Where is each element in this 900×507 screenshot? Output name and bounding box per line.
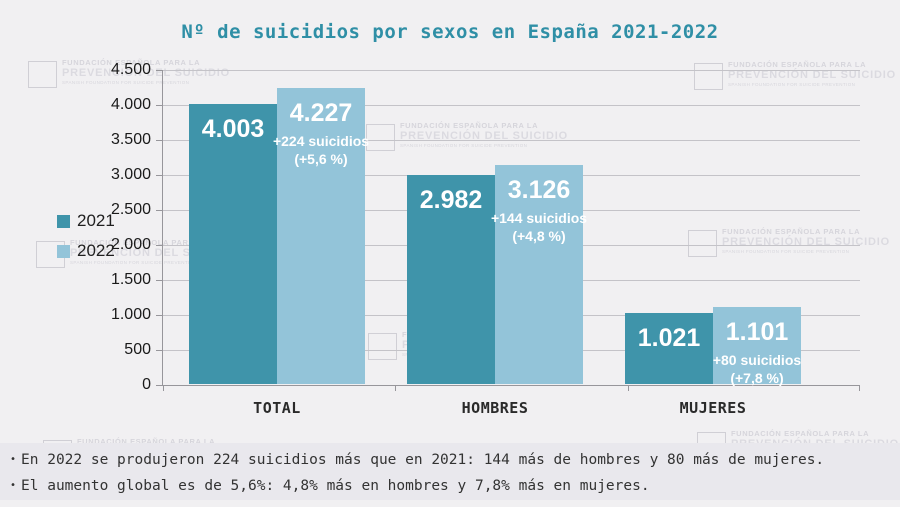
y-axis-label: 3.000 xyxy=(110,166,151,183)
bar-2021-mujeres: 1.021 xyxy=(625,312,713,384)
watermark-line1: FUNDACIÓN ESPAÑOLA PARA LA xyxy=(70,238,209,247)
y-axis-label: 4.000 xyxy=(110,96,151,113)
watermark-line2: PREVENCIÓN DEL SUICIDIO xyxy=(400,130,568,142)
legend-label-2021: 2021 xyxy=(77,211,115,230)
bar-value-label: 1.021 xyxy=(637,323,701,352)
y-axis-tick xyxy=(156,245,163,246)
footer-bullet-1: • En 2022 se produjeron 224 suicidios más… xyxy=(10,452,824,468)
watermark-line3: SPANISH FOUNDATION FOR SUICIDE PREVENTIO… xyxy=(722,249,850,254)
legend-label-2022: 2022 xyxy=(77,241,115,260)
chart-title: Nº de suicidios por sexos en España 2021… xyxy=(181,21,719,43)
bar-value-label: 2.982 xyxy=(419,186,483,215)
watermark-line3: SPANISH FOUNDATION FOR SUICIDE PREVENTIO… xyxy=(728,82,856,87)
x-axis-category-label: TOTAL xyxy=(253,399,301,417)
legend-swatch-2022-icon xyxy=(57,244,70,258)
bar-annotation-delta: +80 suicidios xyxy=(712,351,802,368)
watermark-line1: FUNDACIÓN ESPAÑOLA PARA LA xyxy=(400,121,539,130)
y-axis-line xyxy=(162,70,163,386)
watermark-line3: SPANISH FOUNDATION FOR SUICIDE PREVENTIO… xyxy=(400,143,528,148)
x-axis-category-label: MUJERES xyxy=(679,399,747,417)
bar-annotation-percent: (+7,8 %) xyxy=(730,369,784,386)
watermark-line1: FUNDACIÓN ESPAÑOLA PARA LA xyxy=(77,437,216,446)
x-axis-line xyxy=(163,385,860,386)
bar-annotation-percent: (+4,8 %) xyxy=(512,228,566,245)
y-axis-label: 500 xyxy=(124,341,151,358)
y-axis-label: 2.000 xyxy=(110,236,151,253)
y-axis-tick xyxy=(156,210,163,211)
watermark-line1: FUNDACIÓN ESPAÑOLA PARA LA xyxy=(62,58,201,67)
footer-bullet-2: • El aumento global es de 5,6%: 4,8% más … xyxy=(10,478,650,494)
y-axis-label: 0 xyxy=(142,376,151,393)
bullet-icon: • xyxy=(10,480,17,491)
gridline xyxy=(163,105,860,106)
watermark-line1: FUNDACIÓN ESPAÑOLA PARA LA xyxy=(722,227,861,236)
bar-value-label: 1.101 xyxy=(725,317,789,346)
bar-value-label: 4.227 xyxy=(289,99,353,128)
bar-value-label: 4.003 xyxy=(201,114,265,143)
legend-item-2021: 2021 xyxy=(57,211,115,231)
watermark-line1: FUNDACIÓN ESPAÑOLA PARA LA xyxy=(728,60,867,69)
y-axis-label: 1.500 xyxy=(110,271,151,288)
bar-2022-hombres: 3.126 +144 suicidios (+4,8 %) xyxy=(491,165,587,384)
y-axis-tick xyxy=(156,70,163,71)
y-axis-label: 3.500 xyxy=(110,131,151,148)
bar-2021-total: 4.003 xyxy=(189,103,277,384)
foundation-logo-icon xyxy=(694,63,723,90)
foundation-logo-icon xyxy=(688,230,717,257)
legend-swatch-2021-icon xyxy=(57,214,70,228)
bar-annotation-delta: +224 suicidios xyxy=(272,133,370,150)
gridline xyxy=(163,140,860,141)
foundation-logo-icon xyxy=(366,124,395,151)
y-axis-tick xyxy=(156,280,163,281)
watermark-line2: PREVENCIÓN DEL SUICIDIO xyxy=(728,69,896,81)
bar-2022-total: 4.227 +224 suicidios (+5,6 %) xyxy=(273,88,369,384)
x-axis-tick xyxy=(628,386,629,391)
watermark-line3: SPANISH FOUNDATION FOR SUICIDE PREVENTIO… xyxy=(62,80,190,85)
bar-chart-plot-area: 0 500 1.000 1.500 2.000 2.500 3.000 3.500 4.000 4… xyxy=(111,61,860,417)
y-axis-tick xyxy=(156,175,163,176)
y-axis-tick xyxy=(156,350,163,351)
y-axis-tick xyxy=(156,105,163,106)
x-axis-tick xyxy=(163,386,164,391)
bar-annotation-delta: +144 suicidios xyxy=(490,210,588,227)
footer-bullet-1-text: En 2022 se produjeron 224 suicidios más … xyxy=(21,452,825,468)
foundation-logo-icon xyxy=(28,61,57,88)
bar-value-label: 3.126 xyxy=(507,176,571,205)
x-axis-tick xyxy=(395,386,396,391)
watermark-line3: SPANISH FOUNDATION FOR SUICIDE PREVENTIO… xyxy=(70,260,198,265)
x-axis-category-label: HOMBRES xyxy=(461,399,529,417)
chart-legend: 2021 2022 xyxy=(57,211,115,271)
y-axis-label: 2.500 xyxy=(110,201,151,218)
y-axis-label: 1.000 xyxy=(110,306,151,323)
watermark-line1: FUNDACIÓN ESPAÑOLA PARA LA xyxy=(731,429,870,438)
footer-note-band: • En 2022 se produjeron 224 suicidios más… xyxy=(0,443,900,500)
bar-annotation-percent: (+5,6 %) xyxy=(294,151,348,168)
bar-2021-hombres: 2.982 xyxy=(407,175,495,384)
bullet-icon: • xyxy=(10,454,17,465)
y-axis-tick xyxy=(156,315,163,316)
bar-2022-mujeres: 1.101 +80 suicidios (+7,8 %) xyxy=(712,306,802,386)
x-axis-tick xyxy=(859,386,860,391)
footer-bullet-2-text: El aumento global es de 5,6%: 4,8% más e… xyxy=(21,478,650,494)
legend-item-2022: 2022 xyxy=(57,241,115,261)
gridline xyxy=(163,70,860,71)
foundation-logo-icon xyxy=(368,333,397,360)
y-axis-label: 4.500 xyxy=(110,61,151,78)
y-axis-tick xyxy=(156,140,163,141)
y-axis-tick xyxy=(156,385,163,386)
